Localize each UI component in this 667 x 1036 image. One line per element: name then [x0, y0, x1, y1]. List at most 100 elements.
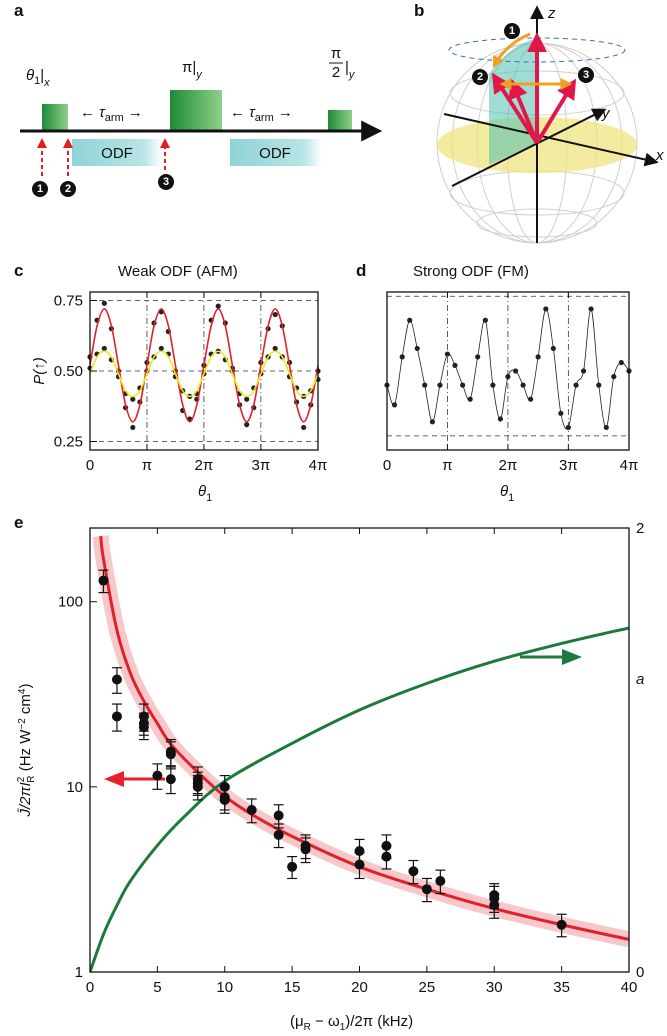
data-point	[408, 866, 419, 877]
data-point	[272, 311, 278, 318]
pulse-label: π|y	[182, 59, 203, 81]
step-number: 3	[163, 176, 169, 188]
y-tick-label: 0.50	[54, 363, 83, 380]
step-number: 2	[65, 183, 71, 195]
x-tick-label: 2π	[499, 457, 518, 474]
panel-letter: d	[356, 261, 366, 280]
data-point	[489, 900, 500, 911]
chart-title: Weak ODF (AFM)	[118, 263, 238, 280]
odf-label: ODF	[101, 145, 133, 162]
data-point	[543, 306, 549, 312]
step-number: 1	[37, 183, 43, 195]
panel-letter: c	[14, 261, 23, 280]
odf-label: ODF	[259, 145, 291, 162]
data-point	[550, 345, 556, 352]
step-badge	[158, 174, 174, 190]
data-point	[452, 362, 458, 368]
data-point	[101, 345, 107, 352]
x-tick-label: π	[442, 457, 452, 474]
data-point	[244, 422, 250, 428]
axis-label: y	[601, 105, 611, 122]
data-point	[475, 354, 481, 360]
data-point	[152, 770, 163, 781]
direction-arrows	[104, 649, 582, 787]
tau-label: ← τarm →	[230, 104, 293, 124]
data-point	[611, 374, 617, 380]
x-tick-label: 4π	[309, 457, 328, 474]
y-tick-label: 100	[58, 594, 83, 611]
data-point	[482, 317, 488, 323]
odf-box	[72, 139, 162, 166]
data-point	[215, 303, 221, 309]
data-point	[219, 794, 230, 805]
plot-frame	[386, 291, 630, 451]
plot	[384, 292, 632, 450]
panel-b: b z y x 1 2 3	[414, 1, 664, 244]
plot-frame	[89, 291, 319, 451]
data-point	[111, 711, 122, 722]
plot	[87, 292, 321, 450]
x-tick-label: 35	[553, 979, 570, 996]
chart-title: Strong ODF (FM)	[413, 263, 529, 280]
step-badge	[472, 69, 488, 85]
step-number: 3	[583, 69, 589, 81]
fit-band	[92, 535, 629, 948]
step-arrows	[37, 138, 170, 176]
step-badge	[578, 67, 594, 83]
data-point	[354, 846, 365, 857]
x-axis-label: θ1	[198, 483, 212, 504]
x-tick-label: 15	[284, 979, 301, 996]
data-point	[399, 354, 405, 360]
series-line	[89, 308, 319, 423]
data-point	[381, 851, 392, 862]
pulse-label: π	[331, 45, 341, 62]
x-axis-label: (μR − ω1)/2π (kHz)	[290, 1013, 413, 1033]
step-number: 2	[477, 71, 483, 83]
y-tick-label: 10	[66, 779, 83, 796]
data-point	[111, 674, 122, 685]
data-point	[618, 359, 624, 366]
data-point	[444, 351, 451, 357]
data-point	[556, 919, 567, 930]
y-axis-label: J̄/2πI2R (Hz W−2 cm4)	[16, 684, 37, 818]
y-tick-label: 0.25	[54, 434, 83, 451]
data-point	[497, 416, 503, 422]
data-point	[101, 300, 107, 306]
data-point	[272, 345, 278, 352]
data-point	[429, 419, 436, 425]
rotation-wedge	[489, 38, 537, 165]
series-line	[90, 626, 629, 972]
y-tick-label: 0.75	[54, 292, 83, 309]
odf-box	[230, 139, 322, 166]
x-tick-label: 2π	[195, 457, 214, 474]
y2-tick-label: 0	[636, 964, 644, 981]
data-point	[435, 876, 446, 887]
pulse	[170, 90, 222, 130]
pulse	[328, 110, 352, 130]
y2-axis-label: a	[636, 671, 644, 688]
y-tick-label: 1	[75, 964, 83, 981]
data-point	[165, 774, 176, 785]
data-point	[391, 402, 398, 408]
data-point	[98, 575, 109, 586]
data-point	[437, 382, 443, 388]
x-tick-label: 40	[621, 979, 638, 996]
data-point	[414, 345, 420, 352]
data-point	[528, 396, 534, 402]
step-badge	[32, 181, 48, 197]
x-tick-label: 25	[419, 979, 436, 996]
data-point	[300, 844, 311, 855]
x-tick-label: 3π	[559, 457, 578, 474]
panel-letter: b	[414, 1, 424, 20]
data-point	[158, 345, 164, 352]
x-tick-label: 0	[86, 457, 94, 474]
y2-tick-label: 2	[636, 520, 644, 537]
series-line	[99, 535, 629, 941]
x-tick-label: π	[142, 457, 152, 474]
data-point	[354, 859, 365, 870]
data-point	[505, 374, 511, 380]
data-point	[490, 382, 496, 388]
data-point	[588, 306, 594, 312]
data-point	[301, 424, 307, 431]
